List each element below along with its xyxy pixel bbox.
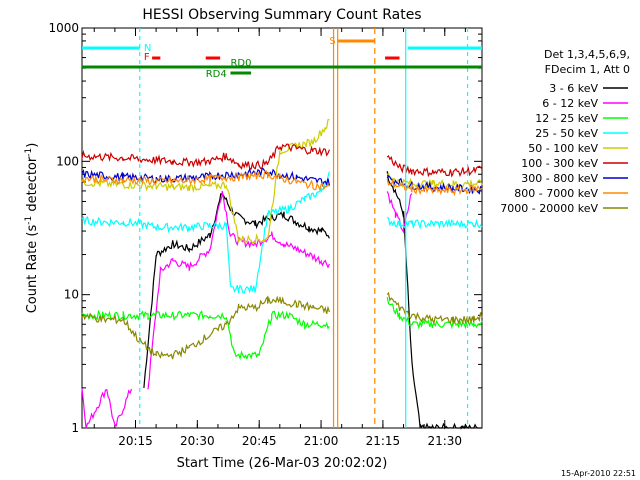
legend-entry: 7000 - 20000 keV xyxy=(500,202,598,215)
flag-label: F xyxy=(144,52,150,63)
legend-header: FDecim 1, Att 0 xyxy=(545,63,630,76)
y-label-mid: detector xyxy=(25,156,40,216)
chart-title: HESSI Observing Summary Count Rates xyxy=(142,7,421,23)
y-tick-label: 1 xyxy=(71,421,79,435)
legend-entry: 300 - 800 keV xyxy=(521,172,598,185)
y-tick-label: 100 xyxy=(56,154,79,168)
y-axis-label: Count Rate (s-1 detector-1) xyxy=(24,143,40,314)
event-markers xyxy=(139,28,469,428)
legend-entry: 6 - 12 keV xyxy=(542,97,598,110)
series-line-8 xyxy=(81,291,483,360)
y-label-end: ) xyxy=(25,143,40,148)
flag-label: S xyxy=(329,36,335,47)
series-line-5 xyxy=(81,143,483,178)
y-label-sup2: -1 xyxy=(24,148,34,157)
y-label-sup1: -1 xyxy=(24,216,34,225)
timestamp: 15-Apr-2010 22:51 xyxy=(561,469,636,478)
plot-area xyxy=(81,27,483,429)
legend-entry: 3 - 6 keV xyxy=(549,82,598,95)
x-tick-label: 21:15 xyxy=(366,434,401,448)
x-axis: 20:15 20:30 20:45 21:00 21:15 21:30 xyxy=(93,28,466,448)
x-axis-label: Start Time (26-Mar-03 20:02:02) xyxy=(177,456,388,471)
x-tick-label: 21:00 xyxy=(304,434,339,448)
legend-entry: 25 - 50 keV xyxy=(535,127,598,140)
legend: Det 1,3,4,5,6,9, FDecim 1, Att 0 3 - 6 keV… xyxy=(500,48,630,215)
flag-label: RD4 xyxy=(206,69,227,80)
series-line-0 xyxy=(143,171,482,430)
flag-label: N xyxy=(144,43,151,54)
series-line-7 xyxy=(81,170,483,197)
x-tick-label: 20:45 xyxy=(242,434,277,448)
series-layer xyxy=(81,118,483,430)
flag-label: RD0 xyxy=(230,58,251,69)
y-tick-label: 1000 xyxy=(48,21,79,35)
legend-entry: 100 - 300 keV xyxy=(521,157,598,170)
series-line-2 xyxy=(81,297,483,361)
x-tick-label: 21:30 xyxy=(427,434,462,448)
series-line-3 xyxy=(81,171,483,294)
x-tick-label: 20:30 xyxy=(180,434,215,448)
legend-entry: 800 - 7000 keV xyxy=(514,187,598,200)
y-label-main: Count Rate (s xyxy=(25,225,40,314)
y-axis: 1 10 100 1000 xyxy=(48,21,482,435)
x-tick-label: 20:15 xyxy=(118,434,153,448)
legend-entry: 50 - 100 keV xyxy=(528,142,598,155)
legend-entry: 12 - 25 keV xyxy=(535,112,598,125)
y-tick-label: 10 xyxy=(64,288,79,302)
legend-header: Det 1,3,4,5,6,9, xyxy=(544,48,630,61)
